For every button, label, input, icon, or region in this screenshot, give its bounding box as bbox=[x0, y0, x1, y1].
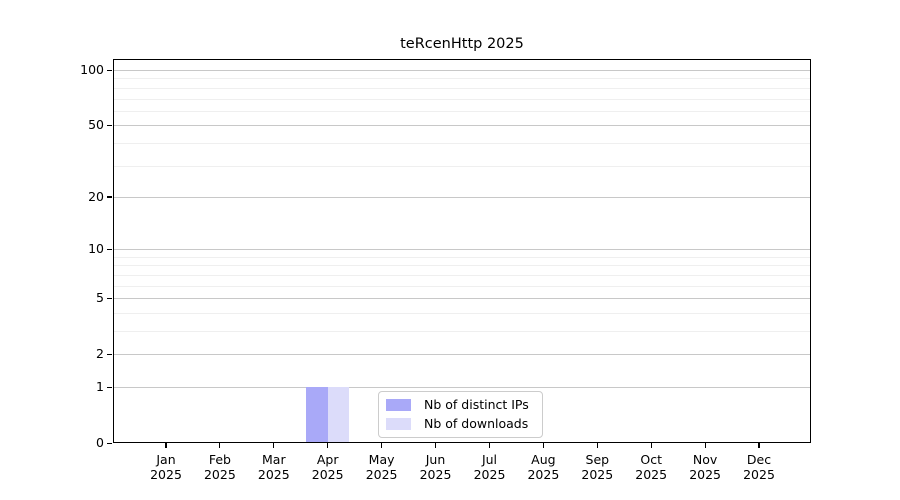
x-tick-year: 2025 bbox=[311, 467, 344, 482]
x-tick-label: Jun 2025 bbox=[406, 452, 466, 482]
x-tick-mark bbox=[704, 443, 706, 448]
y-gridline-major bbox=[113, 196, 811, 198]
x-tick-year: 2025 bbox=[743, 467, 775, 482]
y-gridline-minor bbox=[113, 110, 811, 112]
x-tick-label: May 2025 bbox=[352, 452, 412, 482]
y-gridline-minor bbox=[113, 87, 811, 89]
y-gridline-minor bbox=[113, 312, 811, 314]
x-tick-year: 2025 bbox=[689, 467, 721, 482]
x-tick-mark bbox=[381, 443, 383, 448]
x-tick-mark bbox=[650, 443, 652, 448]
y-tick-mark bbox=[107, 124, 112, 126]
x-tick-month: Mar bbox=[262, 452, 286, 467]
x-tick-label: Sep 2025 bbox=[567, 452, 627, 482]
y-tick-label: 0 bbox=[96, 435, 104, 450]
bar-nb-of-downloads bbox=[327, 387, 350, 443]
x-tick-label: Apr 2025 bbox=[298, 452, 358, 482]
y-gridline-minor bbox=[113, 98, 811, 100]
x-tick-label: Dec 2025 bbox=[729, 452, 789, 482]
legend-swatch bbox=[386, 399, 411, 411]
y-tick-label: 20 bbox=[88, 188, 104, 204]
y-gridline-major bbox=[113, 354, 811, 356]
x-tick-label: Jan 2025 bbox=[136, 452, 196, 482]
x-tick-mark bbox=[165, 443, 167, 448]
y-gridline-minor bbox=[113, 165, 811, 167]
x-tick-mark bbox=[219, 443, 221, 448]
x-tick-month: Dec bbox=[746, 452, 772, 467]
y-tick-mark bbox=[107, 69, 112, 71]
legend-swatch bbox=[386, 418, 411, 430]
y-gridline-minor bbox=[113, 274, 811, 276]
x-tick-month: Oct bbox=[640, 452, 662, 467]
x-tick-mark bbox=[542, 443, 544, 448]
y-tick-mark bbox=[107, 353, 112, 355]
y-tick-label: 10 bbox=[88, 241, 104, 257]
x-tick-month: Aug bbox=[531, 452, 556, 467]
legend-label: Nb of distinct IPs bbox=[424, 397, 529, 412]
y-gridline-major bbox=[113, 298, 811, 300]
chart-title: teRcenHttp 2025 bbox=[400, 36, 524, 52]
legend: Nb of distinct IPs Nb of downloads bbox=[378, 391, 543, 438]
x-tick-mark bbox=[596, 443, 598, 448]
y-gridline-major bbox=[113, 125, 811, 127]
plot-border bbox=[113, 59, 811, 443]
x-tick-mark bbox=[434, 443, 437, 448]
x-tick-month: Nov bbox=[692, 452, 718, 467]
y-gridline-major bbox=[113, 249, 811, 251]
x-tick-year: 2025 bbox=[257, 467, 290, 482]
y-gridline-major bbox=[113, 387, 811, 388]
x-tick-label: Feb 2025 bbox=[190, 452, 250, 482]
x-tick-mark bbox=[488, 443, 491, 448]
y-gridline-minor bbox=[113, 285, 811, 287]
y-gridline-minor bbox=[113, 142, 811, 144]
x-tick-mark bbox=[327, 443, 329, 448]
x-tick-month: Jun bbox=[425, 452, 446, 467]
y-tick-label: 2 bbox=[96, 346, 104, 362]
x-tick-month: Feb bbox=[208, 452, 231, 467]
x-tick-label: Mar 2025 bbox=[244, 452, 304, 482]
x-tick-year: 2025 bbox=[419, 467, 452, 482]
x-tick-year: 2025 bbox=[150, 467, 182, 482]
x-tick-month: Jul bbox=[481, 452, 498, 467]
y-tick-label: 50 bbox=[88, 117, 104, 133]
x-tick-label: Oct 2025 bbox=[621, 452, 681, 482]
x-tick-year: 2025 bbox=[365, 467, 398, 482]
plot-area bbox=[107, 59, 811, 448]
y-tick-label: 100 bbox=[80, 62, 104, 77]
legend-item: Nb of distinct IPs bbox=[386, 397, 533, 413]
y-gridline-minor bbox=[113, 331, 811, 332]
y-gridline-minor bbox=[113, 78, 811, 80]
x-tick-label: Nov 2025 bbox=[675, 452, 735, 482]
y-tick-mark bbox=[107, 248, 112, 250]
x-tick-year: 2025 bbox=[581, 467, 614, 482]
x-tick-year: 2025 bbox=[635, 467, 668, 482]
x-tick-month: Apr bbox=[316, 452, 339, 467]
y-tick-mark bbox=[107, 297, 112, 299]
y-tick-label: 1 bbox=[96, 379, 104, 394]
x-tick-month: May bbox=[368, 452, 395, 467]
x-tick-month: Sep bbox=[585, 452, 610, 467]
x-tick-mark bbox=[273, 443, 275, 448]
x-tick-label: Jul 2025 bbox=[460, 452, 520, 482]
legend-item: Nb of downloads bbox=[386, 416, 533, 432]
y-gridline-minor bbox=[113, 265, 811, 267]
x-tick-year: 2025 bbox=[203, 467, 236, 482]
y-tick-label: 5 bbox=[96, 290, 104, 306]
x-tick-year: 2025 bbox=[473, 467, 506, 482]
y-tick-mark bbox=[107, 196, 112, 198]
x-tick-label: Aug 2025 bbox=[513, 452, 573, 482]
bar-nb-of-distinct-ips bbox=[306, 387, 328, 443]
y-tick-mark bbox=[107, 442, 112, 444]
x-tick-month: Jan bbox=[156, 452, 176, 467]
legend-label: Nb of downloads bbox=[424, 416, 529, 431]
y-tick-mark bbox=[107, 386, 112, 388]
y-gridline-major bbox=[113, 70, 811, 71]
x-tick-mark bbox=[758, 443, 760, 448]
x-tick-year: 2025 bbox=[527, 467, 560, 482]
y-gridline-minor bbox=[113, 256, 811, 258]
